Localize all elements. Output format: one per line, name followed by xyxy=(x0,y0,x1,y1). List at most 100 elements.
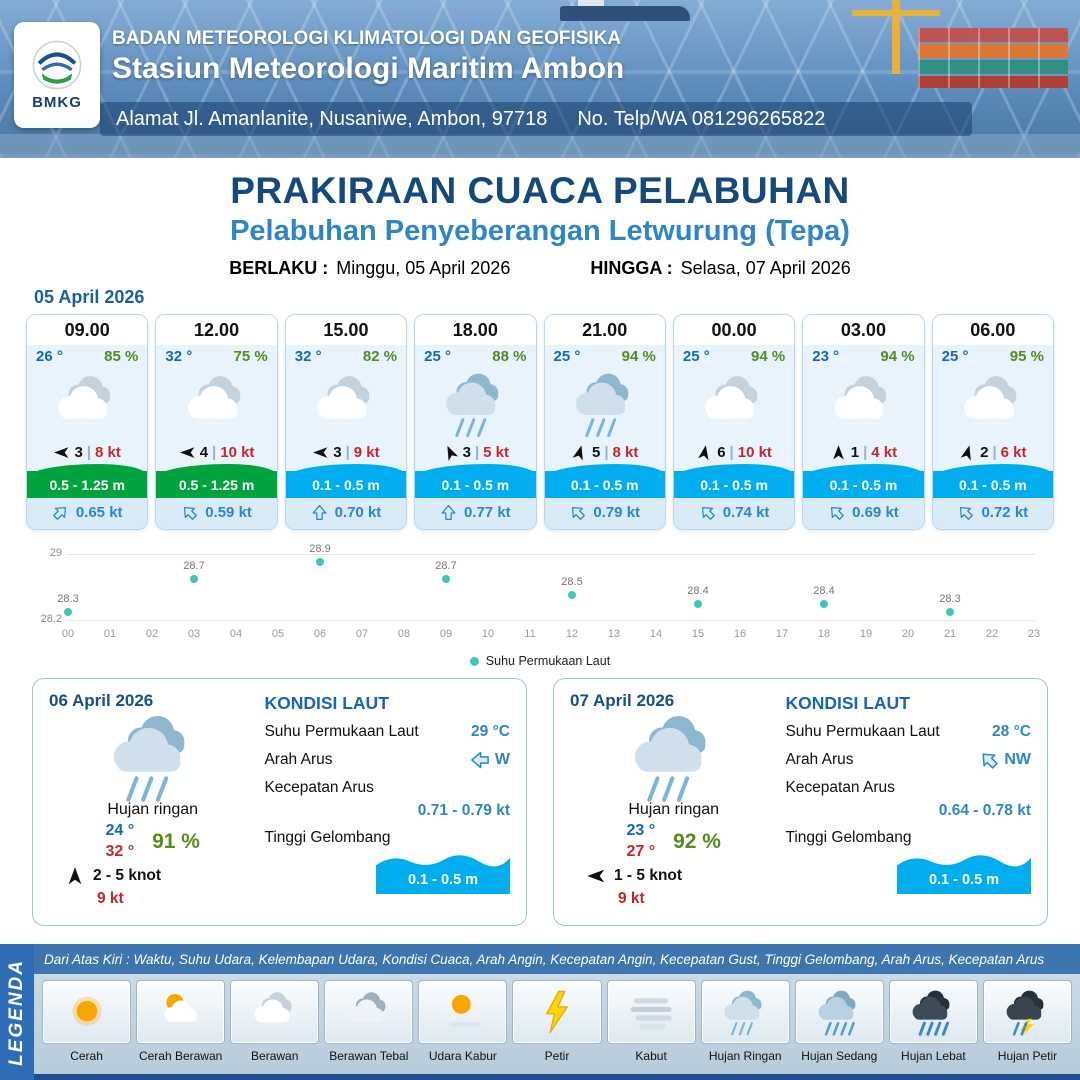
legend-item: Cerah xyxy=(42,980,132,1063)
daily-condition: Hujan ringan xyxy=(628,801,720,818)
hourly-time: 12.00 xyxy=(156,315,277,345)
wave-height-band: 0.1 - 0.5 m xyxy=(544,464,665,498)
sea-conditions-heading: KONDISI LAUT xyxy=(264,693,389,713)
wind-direction-icon xyxy=(312,444,329,461)
wind-speed: 8 kt xyxy=(612,444,639,461)
wave-icon xyxy=(376,855,510,894)
address-bar: Alamat Jl. Amanlanite, Nusaniwe, Ambon, … xyxy=(100,102,972,136)
legend-label: Berawan Tebal xyxy=(329,1049,409,1063)
legend-label: Udara Kabur xyxy=(428,1049,497,1063)
daily-temp-humidity: 24 ° 32 ° 91 % xyxy=(49,822,256,861)
bmkg-logo: BMKG xyxy=(14,22,100,128)
wind-direction-icon xyxy=(571,444,588,461)
daily-temp-humidity: 23 ° 27 ° 92 % xyxy=(570,822,777,861)
thick-cloud-icon xyxy=(341,988,397,1036)
wind-scale: 5 xyxy=(591,444,601,461)
hourly-humidity: 94 % xyxy=(621,348,656,365)
legend-item: Petir xyxy=(512,980,602,1063)
wind-direction-icon xyxy=(830,444,847,461)
current-direction-icon xyxy=(979,750,999,770)
legend-label: Petir xyxy=(544,1049,570,1063)
hourly-card: 06.00 25 ° 95 % 2 | 6 kt 0.1 - 0.5 m 0.72 k… xyxy=(931,314,1054,530)
hourly-humidity: 88 % xyxy=(492,348,527,365)
daily-temp-min: 23 ° xyxy=(626,822,656,839)
divider: | xyxy=(345,444,350,461)
daily-gust: 9 kt xyxy=(618,890,645,907)
x-axis-tick: 07 xyxy=(355,628,369,640)
page-title: PRAKIRAAN CUACA PELABUHAN xyxy=(230,170,850,211)
weather-icon xyxy=(950,370,1036,438)
wave-height-band: 0.1 - 0.5 m xyxy=(415,464,536,498)
sst-value: 29 °C xyxy=(471,723,510,740)
legend-label: Hujan Ringan xyxy=(708,1049,782,1063)
legend-item: Berawan Tebal xyxy=(324,980,414,1063)
daily-temps: 24 ° 32 ° xyxy=(105,822,134,861)
legend-item: Udara Kabur xyxy=(418,980,508,1063)
current-speed: 0.79 kt xyxy=(593,504,641,521)
legend-label: Kabut xyxy=(635,1049,667,1063)
station-address: Alamat Jl. Amanlanite, Nusaniwe, Ambon, … xyxy=(116,107,548,130)
valid-from-label: BERLAKU : xyxy=(229,258,329,278)
daily-wind-range: 2 - 5 knot xyxy=(93,867,162,884)
daily-wind: 2 - 5 knot xyxy=(49,866,256,886)
wind-speed: 4 kt xyxy=(871,444,898,461)
x-axis-tick: 13 xyxy=(607,628,621,640)
legend-dot-icon xyxy=(469,656,479,666)
x-axis-tick: 12 xyxy=(565,628,579,640)
lightning-icon xyxy=(529,988,585,1036)
hourly-card: 21.00 25 ° 94 % 5 | 8 kt 0.1 - 0.5 m 0.79 k… xyxy=(543,314,666,530)
x-axis-tick: 23 xyxy=(1027,628,1041,640)
hourly-temp: 25 ° xyxy=(424,348,451,365)
x-axis-tick: 10 xyxy=(481,628,495,640)
legend-label: Hujan Petir xyxy=(997,1049,1058,1063)
wave-height-value: 0.1 - 0.5 m xyxy=(928,872,1000,888)
legend-section: LEGENDA Dari Atas Kiri : Waktu, Suhu Uda… xyxy=(0,944,1080,1080)
divider: | xyxy=(729,444,734,461)
wind-speed: 5 kt xyxy=(483,444,510,461)
chart-gridline xyxy=(66,620,1036,621)
current-direction-icon xyxy=(828,504,845,521)
weather-icon xyxy=(562,370,648,438)
hourly-time: 15.00 xyxy=(285,315,407,345)
sea-conditions-panel: KONDISI LAUT Suhu Permukaan Laut 28 °C Ar… xyxy=(785,691,1031,913)
x-axis-tick: 17 xyxy=(775,628,789,640)
legend-vertical-banner: LEGENDA xyxy=(0,944,34,1080)
current-speed-value: 0.64 - 0.78 kt xyxy=(938,802,1031,819)
station-name: Stasiun Meteorologi Maritim Ambon xyxy=(112,52,625,85)
hourly-temp: 32 ° xyxy=(165,348,193,365)
current-speed: 0.77 kt xyxy=(463,504,511,521)
hourly-forecast-section: 05 April 2026 09.00 26 ° 85 % 3 | 8 kt 0.5 … xyxy=(0,279,1080,530)
daily-date: 07 April 2026 xyxy=(570,691,675,710)
hourly-temp: 25 ° xyxy=(553,348,581,365)
daily-wind-range: 1 - 5 knot xyxy=(614,867,683,884)
sst-value-label: 28.5 xyxy=(561,576,583,589)
x-axis-tick: 05 xyxy=(271,628,285,640)
hourly-humidity: 75 % xyxy=(233,348,268,365)
hourly-temp: 25 ° xyxy=(682,348,710,365)
hourly-humidity: 95 % xyxy=(1009,348,1044,365)
hourly-card: 00.00 25 ° 94 % 6 | 10 kt 0.1 - 0.5 m 0.74 … xyxy=(672,314,796,530)
sst-data-point xyxy=(316,558,324,567)
hourly-humidity: 82 % xyxy=(362,348,398,365)
y-axis-label: 29 xyxy=(49,547,62,559)
title-block: PRAKIRAAN CUACA PELABUHAN Pelabuhan Peny… xyxy=(0,158,1080,279)
daily-card: 06 April 2026 Hujan ringan 24 ° 32 ° 91 … xyxy=(32,678,527,926)
daily-temp-max: 27 ° xyxy=(626,843,656,860)
current-direction-icon xyxy=(181,504,198,521)
wind-direction-icon xyxy=(65,866,85,886)
wind-scale: 2 xyxy=(980,444,989,461)
wind-speed: 9 kt xyxy=(353,444,380,461)
valid-until-label: HINGGA : xyxy=(590,258,673,278)
current-dir-value: NW xyxy=(1004,751,1031,768)
current-dir-label: Arah Arus xyxy=(785,751,854,768)
sst-value-label: 28.7 xyxy=(435,559,457,572)
hourly-card: 12.00 32 ° 75 % 4 | 10 kt 0.5 - 1.25 m 0.59… xyxy=(155,314,278,530)
sst-value-label: 28.9 xyxy=(309,543,331,556)
wind-scale: 6 xyxy=(717,444,726,461)
x-axis-tick: 03 xyxy=(187,628,201,640)
legend-item: Berawan xyxy=(230,980,320,1063)
x-axis-tick: 06 xyxy=(313,628,327,640)
sst-value-label: 28.4 xyxy=(813,584,835,597)
container-stack-illustration xyxy=(918,28,1068,88)
daily-summary: 06 April 2026 Hujan ringan 24 ° 32 ° 91 … xyxy=(49,691,256,913)
